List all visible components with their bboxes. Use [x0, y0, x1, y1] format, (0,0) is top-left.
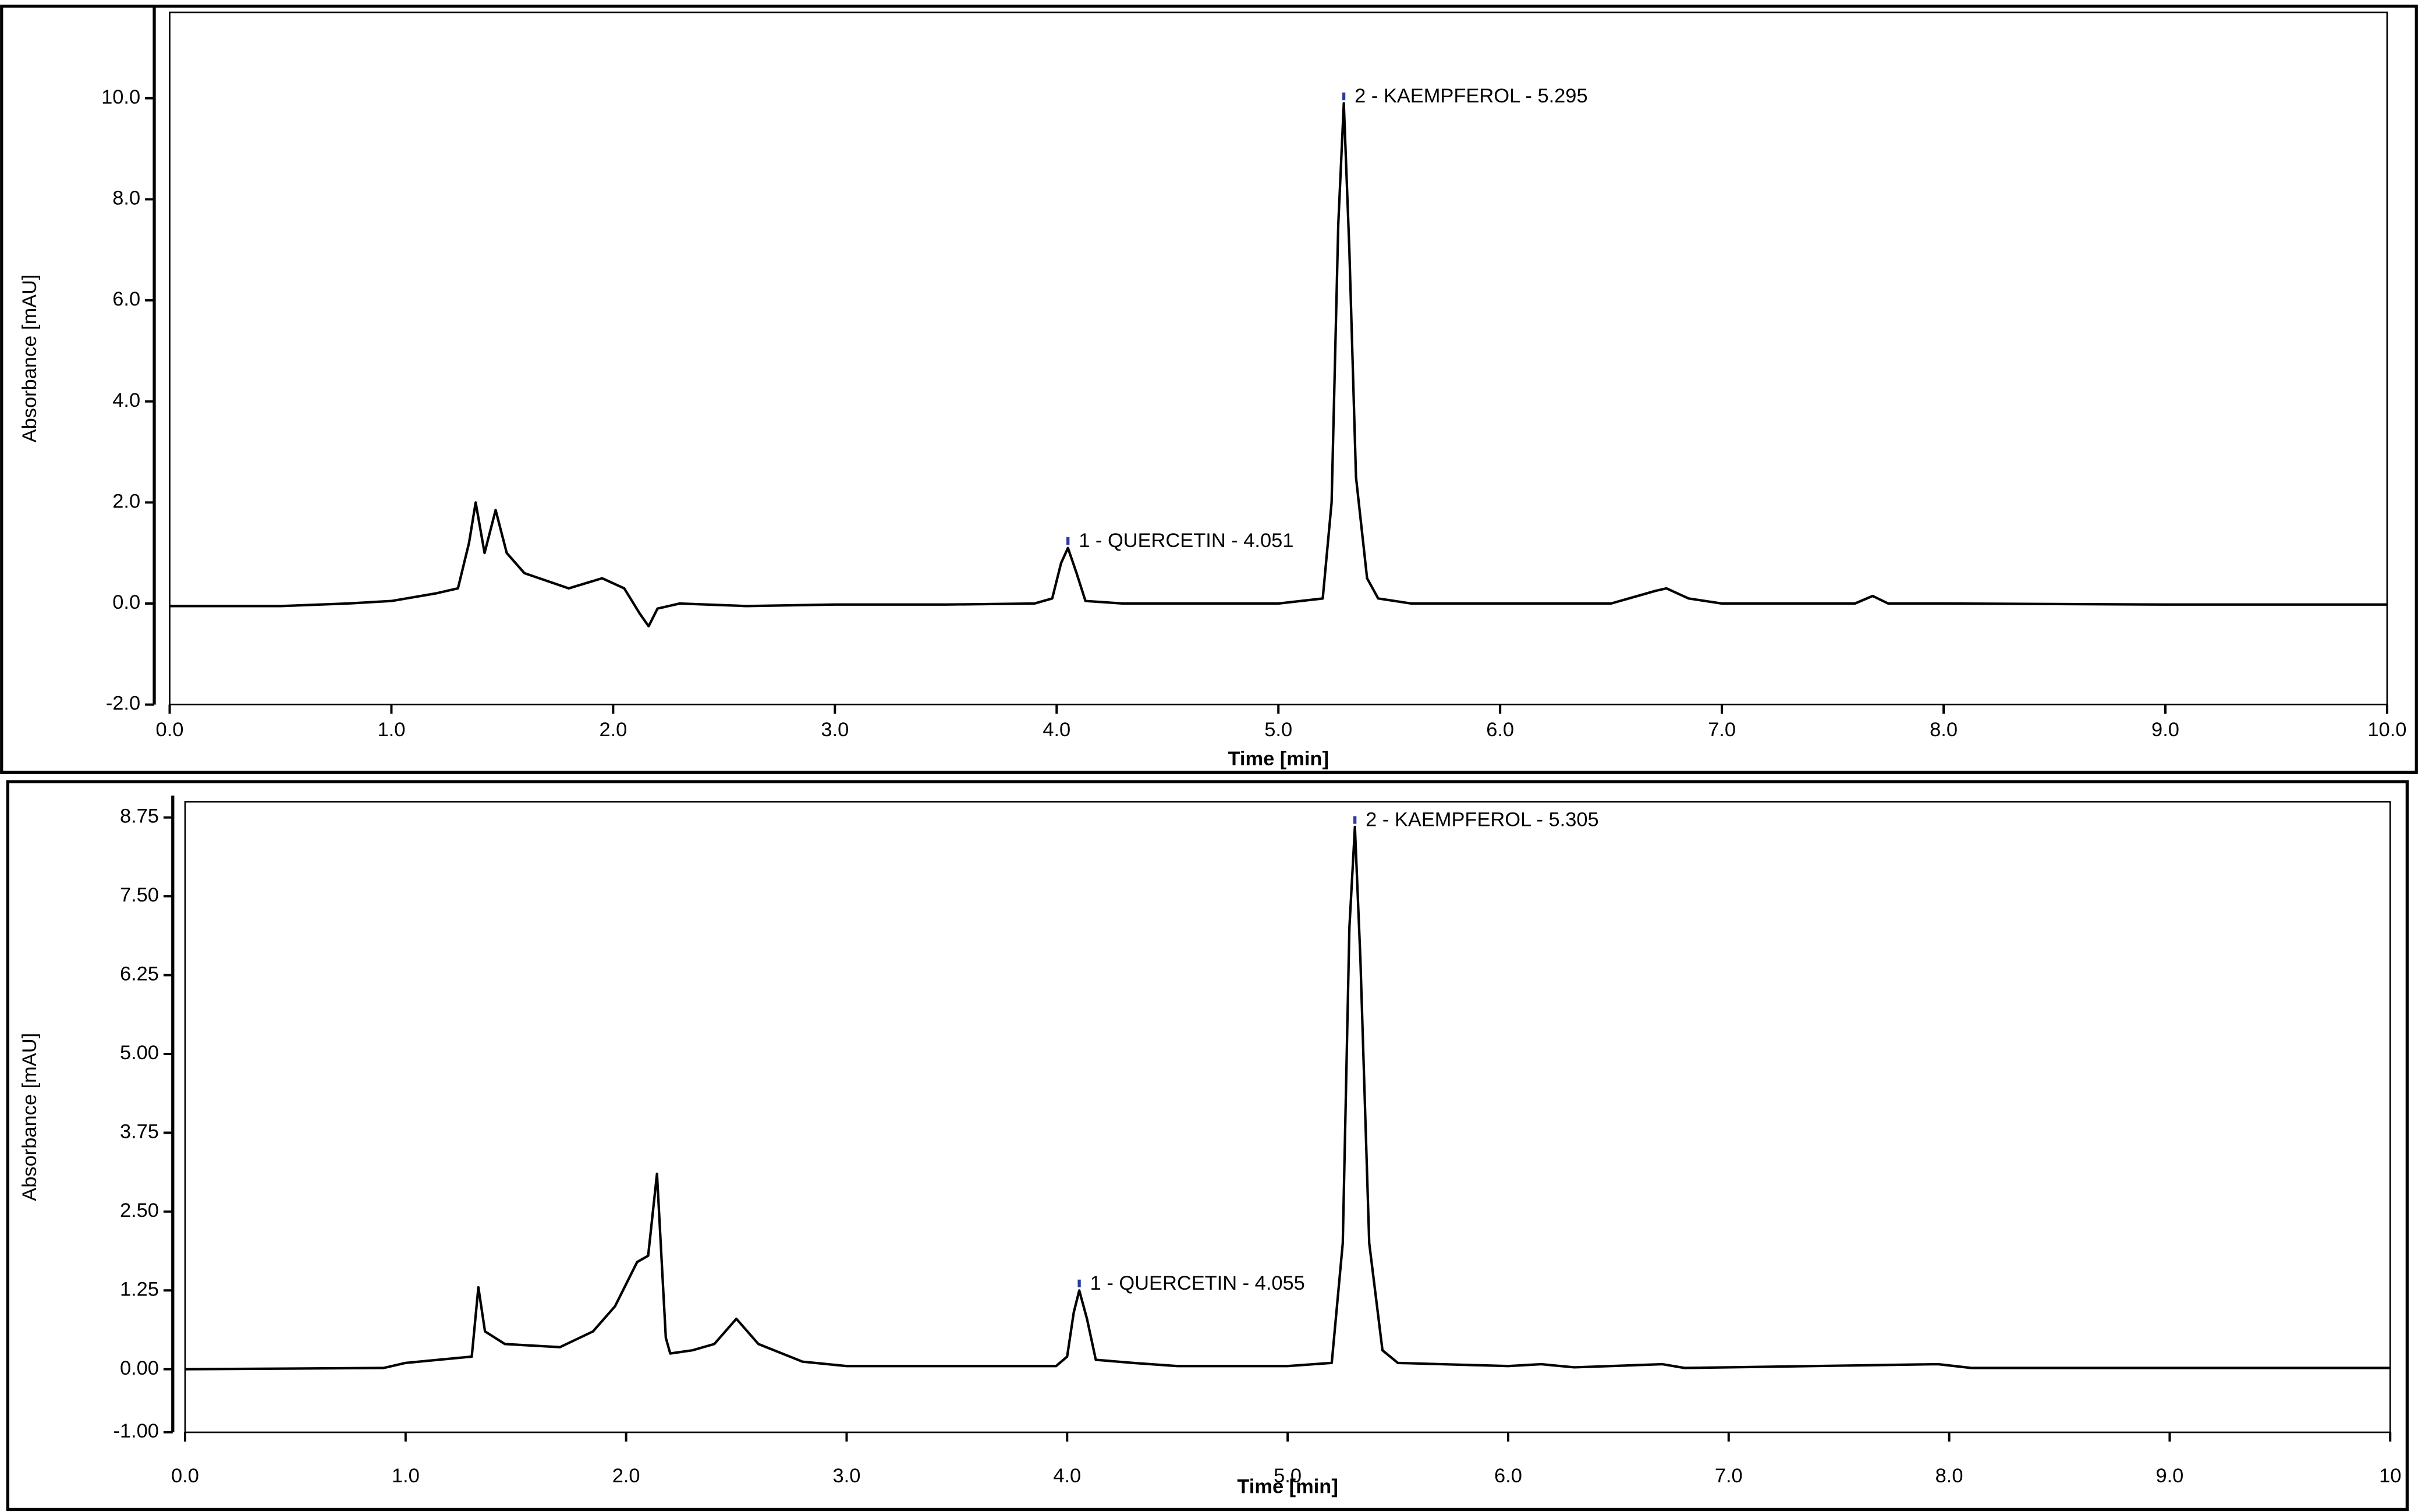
x-tick-label: 4.0 — [1043, 719, 1070, 741]
y-tick-label: 8.0 — [112, 187, 140, 210]
x-tick-label: 2.0 — [599, 719, 627, 741]
x-tick-label: 6.0 — [1494, 1465, 1522, 1487]
top-panel-frame — [0, 4, 2418, 774]
y-tick-label: 4.0 — [112, 389, 140, 411]
x-tick-label: 9.0 — [2151, 719, 2179, 741]
chromatogram-line — [169, 102, 2387, 628]
y-tick-label: 6.0 — [112, 288, 140, 310]
x-tick-label: 7.0 — [1708, 719, 1736, 741]
x-tick-label: 1.0 — [392, 1465, 420, 1487]
x-tick-label: 6.0 — [1486, 719, 1514, 741]
y-tick-label: 2.50 — [120, 1199, 159, 1222]
y-tick-label: 8.75 — [120, 805, 159, 828]
peak-annotation: 2 - KAEMPFEROL - 5.305 — [1366, 808, 1598, 830]
x-tick-label: 7.0 — [1715, 1465, 1743, 1487]
x-tick-label: 9.0 — [2155, 1465, 2183, 1487]
y-axis-title: Absorbance [mAU] — [19, 1033, 41, 1201]
x-tick-label: 3.0 — [821, 719, 849, 741]
x-tick-label: 10.0 — [2367, 719, 2406, 741]
chromatogram-line — [185, 825, 2391, 1371]
x-tick-label: 8.0 — [1935, 1465, 1963, 1487]
peak-annotation: 1 - QUERCETIN - 4.051 — [1079, 530, 1293, 552]
x-tick-label: 3.0 — [833, 1465, 861, 1487]
x-axis-title: Time [min] — [1237, 1476, 1338, 1498]
x-tick-label: 1.0 — [378, 719, 406, 741]
y-tick-label: 2.0 — [112, 490, 140, 512]
y-tick-label: -1.00 — [113, 1420, 158, 1442]
x-tick-label: 0.0 — [156, 719, 184, 741]
x-tick-label: 4.0 — [1053, 1465, 1081, 1487]
y-tick-label: 5.00 — [120, 1042, 159, 1064]
x-tick-label: 2.0 — [612, 1465, 640, 1487]
y-tick-label: 1.25 — [120, 1278, 159, 1300]
plot-frame — [184, 801, 2391, 1433]
peak-annotation: 1 - QUERCETIN - 4.055 — [1090, 1272, 1305, 1294]
x-tick-label: 5.0 — [1274, 1465, 1302, 1487]
x-tick-label: 10 — [2379, 1465, 2401, 1487]
y-tick-label: 10.0 — [101, 86, 140, 108]
y-tick-label: 6.25 — [120, 963, 159, 985]
x-tick-label: 0.0 — [171, 1465, 199, 1487]
x-axis-title: Time [min] — [1228, 748, 1329, 770]
x-tick-label: 8.0 — [1930, 719, 1958, 741]
bottom-panel-frame — [6, 780, 2409, 1511]
y-tick-label: 7.50 — [120, 884, 159, 906]
y-tick-label: 3.75 — [120, 1120, 159, 1142]
peak-annotation: 2 - KAEMPFEROL - 5.295 — [1355, 85, 1587, 107]
x-tick-label: 5.0 — [1264, 719, 1292, 741]
y-axis-title: Absorbance [mAU] — [19, 274, 41, 442]
y-tick-label: -2.0 — [106, 693, 140, 715]
plot-frame — [169, 11, 2388, 705]
y-tick-label: 0.00 — [120, 1357, 159, 1379]
y-tick-label: 0.0 — [112, 591, 140, 613]
